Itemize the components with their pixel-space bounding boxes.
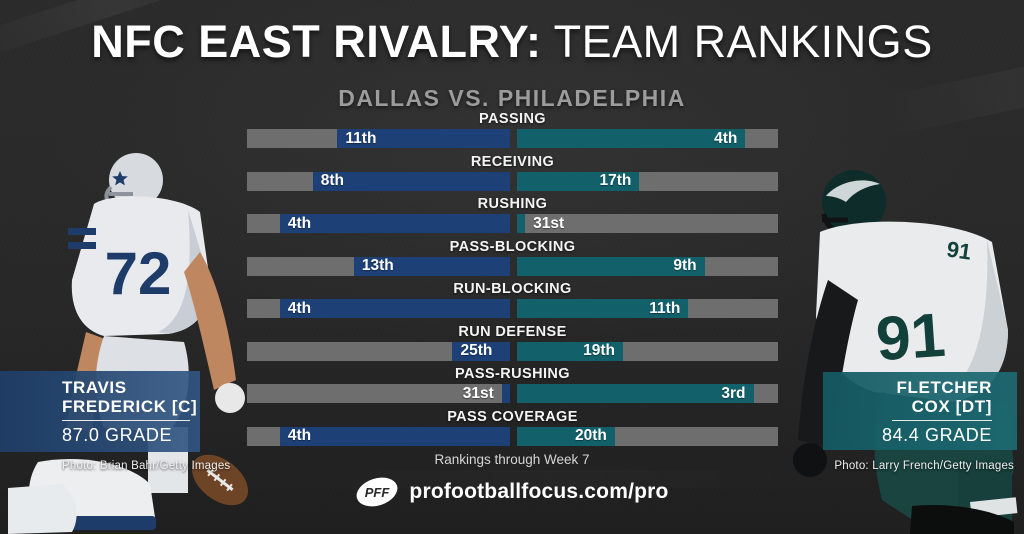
player-name: TRAVIS <box>62 378 127 397</box>
rank-fill <box>517 171 640 191</box>
brand-footer: PFF profootballfocus.com/pro <box>0 473 1024 511</box>
matchup-subtitle: DALLAS VS. PHILADELPHIA <box>338 85 686 111</box>
philadelphia-bar: 19th <box>517 341 778 361</box>
pff-logo-text: PFF <box>365 485 391 500</box>
right-player-card: FLETCHER COX [DT] 84.4 GRADE <box>823 372 1017 450</box>
rank-fill <box>517 384 754 403</box>
rank-fill <box>312 171 510 191</box>
rankings-chart: PASSING 11th 4th RECEIVING 8th 17th RUSHING 4th… <box>247 112 778 452</box>
jersey-number: 91 <box>945 236 973 264</box>
rank-fill <box>501 384 510 403</box>
divider <box>62 420 190 421</box>
rank-label: 9th <box>673 257 697 274</box>
rank-label: 8th <box>320 172 344 189</box>
title-bold: NFC EAST RIVALRY: <box>91 16 542 67</box>
rank-label: 13th <box>361 257 394 274</box>
player-name: FLETCHER <box>896 378 992 397</box>
philadelphia-bar: 31st <box>517 214 778 233</box>
rank-label: 11th <box>649 299 681 317</box>
rank-fill <box>517 129 746 148</box>
bar-row: PASSING 11th 4th <box>247 112 778 148</box>
bar-row: PASS COVERAGE 4th 20th <box>247 408 778 446</box>
bar-row: RUSHING 4th 31st <box>247 197 778 233</box>
philadelphia-bar: 3rd <box>517 384 778 403</box>
dallas-bar: 4th <box>247 214 510 233</box>
category-label: PASS-BLOCKING <box>449 238 576 255</box>
pff-logo-icon: PFF <box>357 477 398 507</box>
rank-fill <box>279 426 510 446</box>
category-label: PASSING <box>479 111 546 127</box>
rank-fill <box>279 214 510 233</box>
category-label: PASS COVERAGE <box>447 408 578 425</box>
rank-label: 3rd <box>721 384 746 402</box>
rank-label: 31st <box>462 384 494 402</box>
jersey-number: 72 <box>105 240 172 307</box>
rank-fill <box>517 214 526 233</box>
footnote: Rankings through Week 7 <box>434 452 590 467</box>
rank-fill <box>517 256 705 276</box>
rank-label: 19th <box>583 342 616 359</box>
rank-label: 4th <box>714 129 738 147</box>
category-label: RUN DEFENSE <box>458 323 567 340</box>
page-title: NFC EAST RIVALRY: TEAM RANKINGS <box>0 16 1024 68</box>
rank-label: 4th <box>287 427 312 444</box>
dallas-bar: 11th <box>247 129 510 148</box>
bar-row: PASS-BLOCKING 13th 9th <box>247 238 778 276</box>
dallas-bar: 4th <box>247 299 510 318</box>
light-streak <box>300 470 800 488</box>
rank-fill <box>517 426 615 446</box>
dallas-bar: 13th <box>247 256 510 276</box>
jersey-number: 91 <box>874 301 948 375</box>
rank-label: 4th <box>287 299 312 317</box>
dallas-bar: 8th <box>247 171 510 191</box>
star-icon <box>112 171 128 186</box>
rank-label: 31st <box>533 214 565 232</box>
rank-fill <box>279 299 510 318</box>
player-name: FREDERICK [C] <box>62 397 198 416</box>
rank-label: 11th <box>345 129 377 147</box>
photo-credit: Photo: Larry French/Getty Images <box>834 460 1014 472</box>
bar-row: RECEIVING 8th 17th <box>247 153 778 191</box>
dallas-bar: 25th <box>247 341 510 361</box>
website-url: profootballfocus.com/pro <box>409 480 669 503</box>
philadelphia-bar: 11th <box>517 299 778 318</box>
divider <box>892 420 992 421</box>
philadelphia-bar: 20th <box>517 426 778 446</box>
category-label: RECEIVING <box>470 153 555 170</box>
philadelphia-bar: 9th <box>517 256 778 276</box>
category-label: RUN-BLOCKING <box>453 281 572 297</box>
category-label: RUSHING <box>477 196 548 212</box>
rank-fill <box>337 129 510 148</box>
dallas-bar: 4th <box>247 426 510 446</box>
wing-icon <box>826 180 880 202</box>
rank-label: 4th <box>287 214 312 232</box>
philadelphia-bar: 17th <box>517 171 778 191</box>
rank-label: 25th <box>460 342 493 359</box>
title-regular: TEAM RANKINGS <box>553 16 933 67</box>
football-icon <box>191 454 249 506</box>
philadelphia-bar: 4th <box>517 129 778 148</box>
rank-label: 20th <box>575 427 607 444</box>
left-player-card: TRAVIS FREDERICK [C] 87.0 GRADE <box>0 371 200 452</box>
bar-row: PASS-RUSHING 31st 3rd <box>247 367 778 403</box>
rank-label: 17th <box>599 172 632 189</box>
rank-fill <box>517 341 624 361</box>
dallas-bar: 31st <box>247 384 510 403</box>
rank-fill <box>452 341 510 361</box>
bar-row: RUN DEFENSE 25th 19th <box>247 323 778 361</box>
player-grade: 87.0 GRADE <box>62 425 173 445</box>
rank-fill <box>517 299 689 318</box>
category-label: PASS-RUSHING <box>455 366 570 382</box>
player-grade: 84.4 GRADE <box>881 425 992 445</box>
rank-fill <box>353 256 510 276</box>
photo-credit: Photo: Brian Bahr/Getty Images <box>62 460 231 472</box>
bar-row: RUN-BLOCKING 4th 11th <box>247 282 778 318</box>
player-name: COX [DT] <box>911 397 992 416</box>
